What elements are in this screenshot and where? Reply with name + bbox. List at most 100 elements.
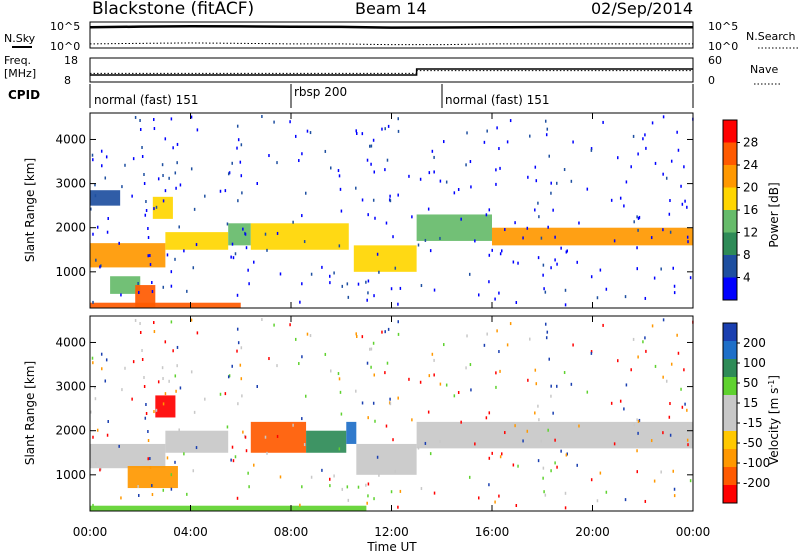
scatter-echo	[95, 461, 97, 465]
scatter-echo	[147, 439, 150, 443]
scatter-echo	[397, 396, 399, 400]
scatter-echo	[645, 349, 647, 353]
scatter-echo	[92, 503, 94, 507]
scatter-echo	[94, 194, 97, 198]
scatter-echo	[570, 179, 573, 183]
scatter-echo	[242, 430, 244, 434]
echo-band	[90, 302, 241, 308]
colorbar-tick-label: 12	[743, 226, 758, 240]
scatter-echo	[361, 401, 364, 405]
scatter-echo	[586, 187, 589, 191]
scatter-echo	[623, 204, 625, 208]
scatter-echo	[488, 456, 491, 460]
scatter-echo	[673, 494, 676, 498]
scatter-echo	[247, 268, 249, 272]
power-panel: Slant Range [km] 1000 2000 3000 4000 4 8 12 16…	[23, 112, 781, 309]
scatter-echo	[632, 134, 635, 138]
scatter-echo	[554, 438, 556, 442]
scatter-echo	[617, 359, 619, 363]
scatter-echo	[236, 327, 239, 331]
scatter-echo	[333, 271, 335, 275]
scatter-echo	[337, 372, 340, 376]
scatter-echo	[512, 260, 515, 264]
scatter-echo	[118, 444, 120, 448]
scatter-echo	[162, 402, 165, 406]
scatter-echo	[143, 172, 145, 176]
scatter-echo	[534, 411, 536, 415]
scatter-echo	[230, 458, 232, 462]
scatter-echo	[564, 288, 567, 292]
scatter-echo	[669, 402, 671, 406]
scatter-echo	[237, 341, 240, 345]
scatter-echo	[443, 140, 445, 144]
scatter-echo	[224, 392, 227, 396]
scatter-echo	[378, 270, 380, 274]
scatter-echo	[662, 228, 664, 232]
scatter-echo	[361, 335, 364, 339]
scatter-echo	[529, 337, 531, 341]
scatter-echo	[670, 362, 673, 366]
velocity-panel: Slant Range [km] 1000 2000 3000 4000 -200 -1…	[23, 315, 781, 512]
scatter-echo	[178, 225, 180, 229]
scatter-echo	[527, 378, 529, 382]
scatter-echo	[166, 456, 169, 460]
scatter-echo	[433, 170, 435, 174]
scatter-echo	[92, 361, 94, 365]
scatter-echo	[355, 129, 357, 133]
scatter-echo	[100, 467, 102, 471]
scatter-echo	[474, 239, 476, 243]
x-tick-label: 08:00	[274, 525, 309, 539]
scatter-echo	[660, 470, 662, 474]
scatter-echo	[554, 235, 556, 239]
scatter-echo	[498, 494, 500, 498]
scatter-echo	[650, 439, 653, 443]
scatter-echo	[537, 404, 539, 408]
scatter-echo	[486, 332, 488, 336]
scatter-echo	[301, 355, 303, 359]
colorbar-segment	[723, 485, 737, 503]
scatter-echo	[370, 347, 373, 351]
scatter-echo	[161, 366, 164, 370]
scatter-echo	[329, 477, 331, 481]
scatter-echo	[240, 346, 243, 350]
scatter-echo	[143, 182, 146, 186]
scatter-echo	[366, 361, 369, 365]
scatter-echo	[610, 401, 613, 405]
scatter-echo	[147, 457, 149, 461]
scatter-echo	[376, 455, 379, 459]
scatter-echo	[170, 117, 173, 121]
scatter-echo	[172, 349, 174, 353]
scatter-echo	[355, 186, 357, 190]
scatter-echo	[590, 275, 593, 279]
scatter-echo	[338, 377, 341, 381]
scatter-echo	[394, 469, 397, 473]
scatter-echo	[669, 433, 672, 437]
scatter-echo	[565, 453, 568, 457]
scatter-echo	[355, 131, 358, 135]
scatter-echo	[357, 282, 360, 286]
scatter-echo	[424, 238, 427, 242]
scatter-echo	[491, 248, 493, 252]
scatter-echo	[324, 352, 327, 356]
scatter-echo	[654, 364, 657, 368]
scatter-echo	[157, 380, 160, 384]
scatter-echo	[681, 202, 684, 206]
scatter-echo	[445, 383, 448, 387]
scatter-echo	[483, 343, 486, 347]
x-tick-label: 12:00	[374, 525, 409, 539]
scatter-echo	[137, 484, 139, 488]
scatter-echo	[241, 394, 243, 398]
scatter-echo	[636, 267, 639, 271]
scatter-echo	[176, 364, 178, 368]
scatter-echo	[619, 399, 622, 403]
scatter-echo	[372, 341, 375, 345]
x-tick-label: 04:00	[173, 525, 208, 539]
scatter-echo	[499, 166, 501, 170]
y-tick-label: 2000	[55, 424, 86, 438]
scatter-echo	[506, 140, 509, 144]
scatter-echo	[470, 185, 472, 189]
scatter-echo	[204, 397, 206, 401]
scatter-echo	[132, 157, 135, 161]
scatter-echo	[304, 394, 307, 398]
scatter-echo	[174, 460, 176, 464]
